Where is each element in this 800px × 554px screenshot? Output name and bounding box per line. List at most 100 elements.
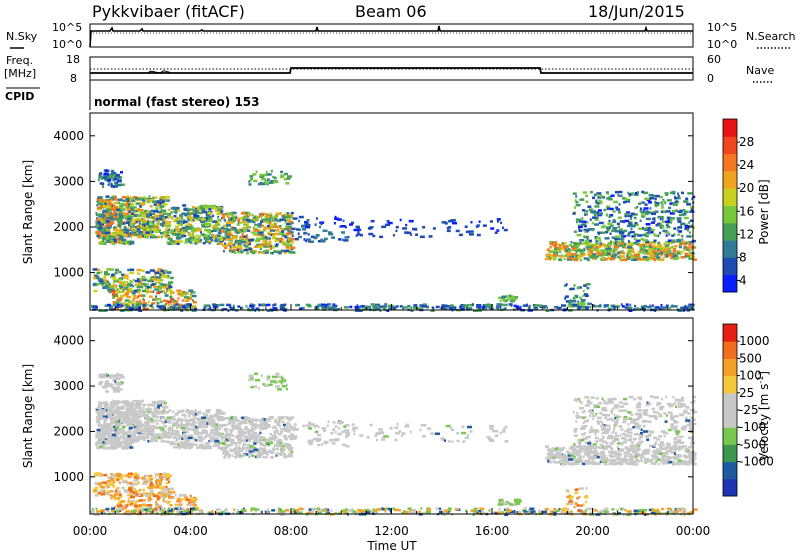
echo-cell [107, 408, 113, 412]
echo-cell [99, 424, 104, 428]
echo-cell [192, 421, 196, 424]
echo-cell [188, 447, 192, 450]
echo-cell [358, 305, 362, 309]
echo-cell [115, 287, 118, 290]
echo-cell [168, 208, 171, 212]
echo-cell [607, 222, 613, 226]
echo-cell [97, 418, 101, 421]
echo-cell [250, 430, 255, 433]
echo-cell [606, 228, 610, 232]
echo-cell [99, 242, 105, 245]
echo-cell [124, 205, 127, 209]
echo-cell [554, 256, 557, 260]
echo-cell [163, 403, 166, 407]
echo-cell [112, 277, 117, 281]
echo-cell [461, 431, 467, 435]
echo-cell [164, 270, 169, 273]
echo-cell [249, 303, 254, 306]
echo-cell [197, 206, 201, 209]
echo-cell [178, 216, 181, 220]
echo-cell [267, 231, 272, 234]
echo-cell [595, 199, 598, 202]
echo-cell [118, 284, 123, 288]
echo-cell [671, 245, 674, 249]
echo-cell [631, 256, 634, 260]
echo-cell [334, 425, 338, 428]
echo-cell [572, 192, 577, 195]
echo-cell [317, 240, 321, 243]
echo-cell [575, 203, 581, 207]
echo-cell [251, 433, 255, 436]
echo-cell [247, 226, 252, 229]
echo-cell [235, 451, 239, 454]
echo-cell [591, 253, 596, 256]
echo-cell [122, 429, 126, 433]
echo-cell [173, 214, 177, 218]
echo-cell [193, 443, 198, 446]
echo-cell [569, 302, 572, 305]
echo-cell [268, 449, 271, 452]
echo-cell [175, 412, 178, 415]
echo-cell [117, 437, 121, 441]
echo-cell [676, 239, 681, 243]
echo-cell [496, 218, 501, 221]
echo-cell [230, 218, 233, 221]
echo-cell [660, 210, 663, 214]
echo-cell [448, 307, 454, 310]
echo-cell [149, 213, 152, 216]
echo-cell [244, 425, 248, 429]
echo-cell [221, 235, 223, 239]
echo-cell [174, 211, 178, 214]
echo-cell [140, 211, 145, 215]
echo-cell [288, 419, 292, 422]
echo-cell [387, 221, 393, 225]
echo-cell [374, 434, 378, 437]
echo-cell [129, 413, 135, 416]
echo-cell [645, 252, 650, 255]
echo-cell [157, 402, 162, 405]
echo-cell [610, 194, 615, 197]
echo-cell [258, 453, 262, 456]
echo-cell [161, 306, 166, 310]
echo-cell [132, 297, 136, 300]
echo-cell [243, 447, 246, 450]
echo-cell [617, 251, 621, 255]
echo-cell [692, 258, 697, 261]
echo-cell [117, 428, 122, 431]
echo-cell [253, 179, 258, 183]
echo-cell [600, 231, 606, 234]
echo-cell [145, 271, 151, 274]
echo-cell [617, 194, 620, 197]
echo-cell [640, 237, 644, 241]
echo-cell [256, 243, 262, 247]
echo-cell [280, 453, 283, 456]
echo-cell [355, 225, 360, 229]
echo-cell [308, 439, 314, 442]
echo-cell [345, 433, 350, 437]
echo-cell [628, 240, 630, 243]
echo-cell [251, 231, 256, 234]
echo-cell [554, 245, 557, 248]
echo-cell [244, 229, 247, 233]
echo-cell [117, 220, 122, 223]
echo-cell [109, 421, 112, 424]
echo-cell [561, 242, 566, 245]
echo-cell [144, 236, 149, 239]
echo-cell [271, 251, 274, 255]
echo-cell [237, 250, 241, 254]
echo-cell [144, 421, 150, 424]
echo-cell [485, 305, 491, 309]
echo-cell [118, 281, 122, 284]
echo-cell [583, 228, 587, 232]
echo-cell [140, 432, 146, 436]
echo-cell [154, 203, 158, 206]
echo-cell [597, 213, 603, 217]
echo-cell [297, 235, 302, 239]
echo-cell [288, 238, 291, 241]
echo-cell [226, 244, 230, 247]
echo-cell [196, 228, 202, 232]
echo-cell [95, 231, 101, 234]
echo-cell [137, 406, 143, 409]
echo-cell [208, 217, 210, 221]
echo-cell [274, 420, 278, 424]
